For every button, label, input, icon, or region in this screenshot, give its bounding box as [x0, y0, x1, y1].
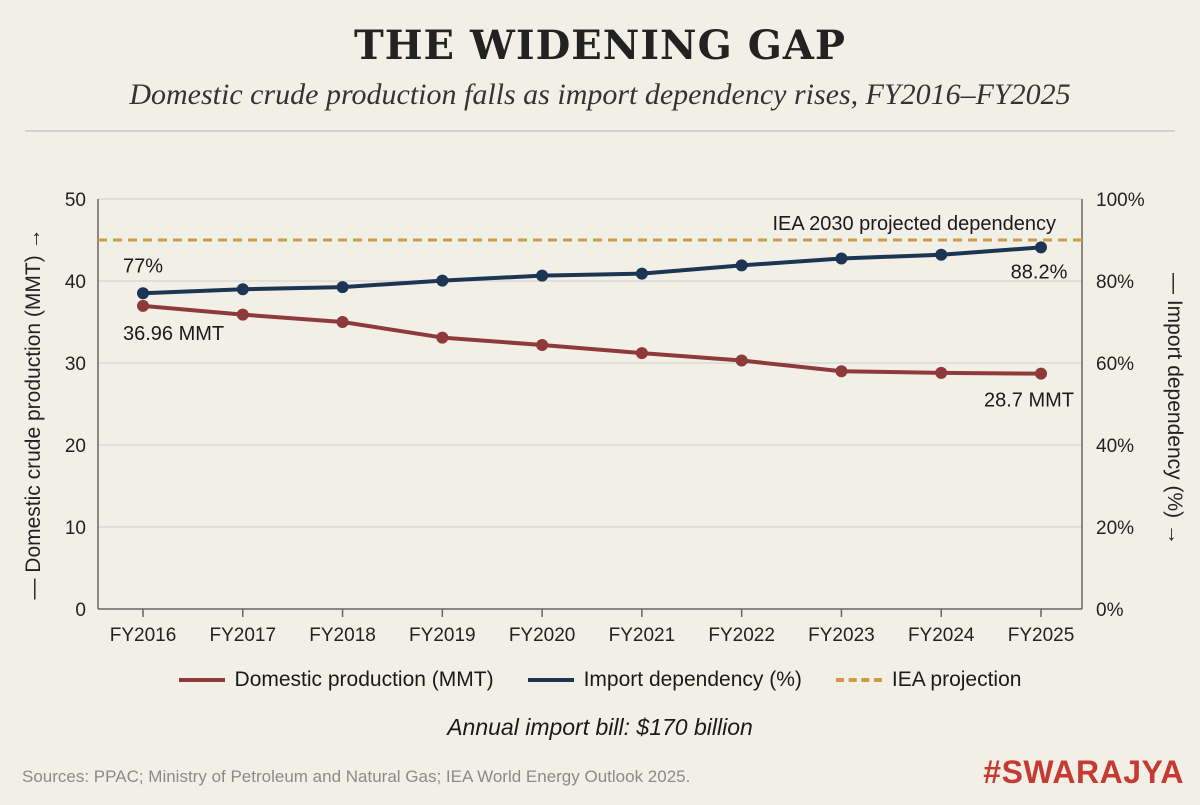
y-right-tick-label: 80%: [1096, 272, 1134, 293]
iea-projection-label: IEA 2030 projected dependency: [772, 213, 1056, 235]
legend-item: Domestic production (MMT): [178, 668, 494, 692]
title-divider: [25, 130, 1175, 132]
y-left-tick-label: 40: [65, 272, 86, 293]
legend-label: Import dependency (%): [583, 668, 802, 691]
data-label: 77%: [123, 255, 163, 277]
y-left-tick-label: 10: [65, 518, 86, 539]
y-right-tick-label: 40%: [1096, 436, 1134, 457]
dependency-point: [735, 259, 748, 272]
dependency-point: [336, 281, 349, 294]
source-note: Sources: PPAC; Ministry of Petroleum and…: [22, 767, 691, 786]
dependency-point: [536, 269, 549, 282]
y-right-tick-label: 0%: [1096, 600, 1124, 621]
dependency-point: [436, 274, 449, 287]
legend-item: IEA projection: [835, 668, 1022, 692]
brand-logo: #SWARAJYA: [983, 754, 1184, 790]
chart-title: THE WIDENING GAP: [354, 22, 846, 69]
y-left-axis-title: — Domestic crude production (MMT) →: [22, 228, 45, 599]
legend-swatch: [178, 678, 225, 682]
x-tick-label: FY2024: [908, 625, 975, 646]
x-tick-label: FY2018: [309, 625, 376, 646]
data-label: 88.2%: [1011, 261, 1068, 283]
production-line: [142, 303, 1042, 376]
production-point: [336, 316, 349, 328]
legend-swatch: [835, 678, 882, 682]
y-left-tick-label: 30: [65, 354, 86, 375]
y-right-tick-label: 60%: [1096, 354, 1134, 375]
dependency-point: [835, 252, 848, 265]
production-point: [536, 338, 549, 351]
legend-swatch: [527, 678, 574, 682]
y-right-tick-label: 20%: [1096, 518, 1134, 539]
production-point: [635, 347, 648, 360]
x-tick-label: FY2022: [708, 625, 775, 646]
production-point: [436, 331, 449, 344]
dependency-point: [137, 287, 149, 300]
x-tick-label: FY2016: [110, 625, 177, 646]
x-tick-label: FY2025: [1008, 625, 1075, 646]
production-point: [236, 308, 249, 321]
production-point: [137, 299, 149, 312]
x-tick-label: FY2020: [509, 625, 576, 646]
dependency-point: [935, 248, 948, 261]
y-left-tick-label: 50: [65, 190, 86, 211]
production-point: [735, 354, 748, 367]
dependency-point: [236, 283, 249, 296]
chart-legend: Domestic production (MMT) Import dependen…: [0, 668, 1200, 692]
data-label: 36.96 MMT: [123, 323, 224, 345]
legend-label: Domestic production (MMT): [234, 668, 494, 691]
legend-item: Import dependency (%): [527, 668, 802, 692]
x-tick-label: FY2021: [609, 625, 676, 646]
y-right-axis-title: — Import dependency (%) →: [1163, 273, 1186, 545]
y-right-tick-label: 100%: [1096, 190, 1145, 211]
chart-subtitle: Domestic crude production falls as impor…: [129, 78, 1071, 111]
x-tick-label: FY2019: [409, 625, 476, 646]
dependency-point: [1035, 241, 1047, 254]
x-tick-label: FY2017: [210, 625, 277, 646]
production-point: [835, 365, 848, 378]
dependency-point: [635, 267, 648, 280]
dependency-line: [142, 245, 1042, 296]
y-left-tick-label: 0: [75, 600, 86, 621]
legend-label: IEA projection: [891, 668, 1022, 691]
production-point: [1035, 367, 1047, 380]
production-point: [935, 366, 948, 379]
x-tick-label: FY2023: [808, 625, 875, 646]
y-left-tick-label: 20: [65, 436, 86, 457]
data-label: 28.7 MMT: [984, 390, 1074, 412]
import-bill-note: Annual import bill: $170 billion: [447, 714, 753, 740]
